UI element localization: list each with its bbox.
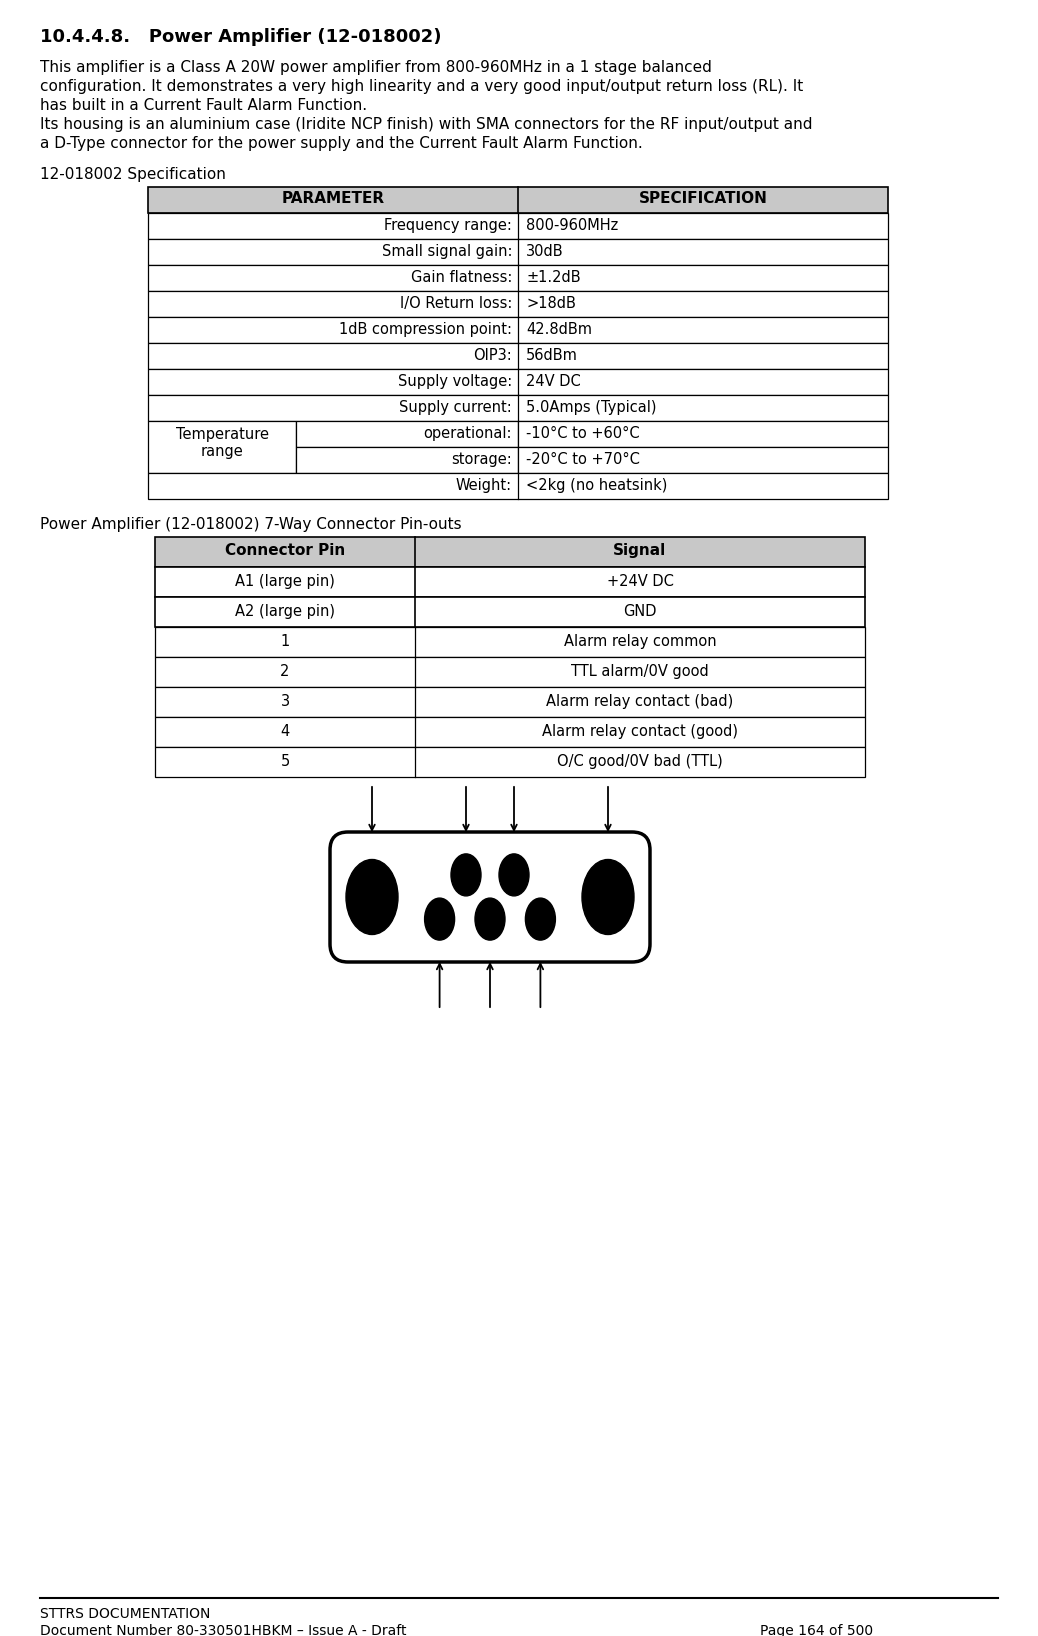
Text: 2: 2 <box>280 664 290 679</box>
Text: <2kg (no heatsink): <2kg (no heatsink) <box>526 478 667 492</box>
Text: Page 164 of 500: Page 164 of 500 <box>760 1625 873 1636</box>
Bar <box>148 187 887 213</box>
Text: 5.0Amps (Typical): 5.0Amps (Typical) <box>526 399 656 416</box>
Bar <box>148 420 296 473</box>
Text: 5: 5 <box>280 754 290 769</box>
Bar <box>155 597 865 627</box>
Text: Alarm relay common: Alarm relay common <box>564 635 716 649</box>
Ellipse shape <box>475 898 506 941</box>
Text: Temperature
range: Temperature range <box>175 427 269 460</box>
Text: -10°C to +60°C: -10°C to +60°C <box>526 425 639 442</box>
Ellipse shape <box>425 898 455 941</box>
Text: 800-960MHz: 800-960MHz <box>526 218 619 232</box>
Text: Power Amplifier (12-018002) 7-Way Connector Pin-outs: Power Amplifier (12-018002) 7-Way Connec… <box>40 517 462 532</box>
Text: Frequency range:: Frequency range: <box>384 218 512 232</box>
Text: I/O Return loss:: I/O Return loss: <box>400 296 512 311</box>
Text: SPECIFICATION: SPECIFICATION <box>638 191 767 206</box>
Text: GND: GND <box>623 604 657 618</box>
Text: Alarm relay contact (bad): Alarm relay contact (bad) <box>546 694 734 708</box>
Bar <box>155 687 865 717</box>
Ellipse shape <box>346 859 398 934</box>
Bar <box>155 658 865 687</box>
FancyBboxPatch shape <box>330 833 650 962</box>
Bar <box>148 344 887 370</box>
Text: This amplifier is a Class A 20W power amplifier from 800-960MHz in a 1 stage bal: This amplifier is a Class A 20W power am… <box>40 61 712 75</box>
Text: ±1.2dB: ±1.2dB <box>526 270 580 285</box>
Text: -20°C to +70°C: -20°C to +70°C <box>526 452 639 466</box>
Bar <box>518 420 887 447</box>
Text: Connector Pin: Connector Pin <box>225 543 345 558</box>
Bar <box>148 213 887 239</box>
Text: A1 (large pin): A1 (large pin) <box>235 574 335 589</box>
Bar <box>148 394 887 420</box>
Text: STTRS DOCUMENTATION: STTRS DOCUMENTATION <box>40 1607 211 1621</box>
Bar <box>296 447 518 473</box>
Bar <box>518 447 887 473</box>
Text: Gain flatness:: Gain flatness: <box>411 270 512 285</box>
Text: operational:: operational: <box>424 425 512 442</box>
Text: >18dB: >18dB <box>526 296 576 311</box>
Text: PARAMETER: PARAMETER <box>281 191 384 206</box>
Text: Its housing is an aluminium case (Iridite NCP finish) with SMA connectors for th: Its housing is an aluminium case (Iridit… <box>40 118 813 133</box>
Text: 30dB: 30dB <box>526 244 564 258</box>
Bar <box>296 420 518 447</box>
Bar <box>148 265 887 291</box>
Text: 24V DC: 24V DC <box>526 375 580 389</box>
Bar <box>155 537 865 568</box>
Text: Supply current:: Supply current: <box>400 399 512 416</box>
Text: Signal: Signal <box>613 543 666 558</box>
Bar <box>155 627 865 658</box>
Text: TTL alarm/0V good: TTL alarm/0V good <box>571 664 709 679</box>
Ellipse shape <box>525 898 555 941</box>
Bar <box>155 748 865 777</box>
Text: 10.4.4.8.   Power Amplifier (12-018002): 10.4.4.8. Power Amplifier (12-018002) <box>40 28 441 46</box>
Text: Document Number 80-330501HBKM – Issue A - Draft: Document Number 80-330501HBKM – Issue A … <box>40 1625 407 1636</box>
Text: +24V DC: +24V DC <box>606 574 674 589</box>
Text: 1: 1 <box>280 635 290 649</box>
Text: 12-018002 Specification: 12-018002 Specification <box>40 167 226 182</box>
Text: 4: 4 <box>280 725 290 739</box>
Text: 3: 3 <box>280 694 290 708</box>
Text: 56dBm: 56dBm <box>526 348 578 363</box>
Ellipse shape <box>499 854 529 897</box>
Bar <box>155 568 865 597</box>
Text: A2 (large pin): A2 (large pin) <box>235 604 335 618</box>
Text: 1dB compression point:: 1dB compression point: <box>339 322 512 337</box>
Bar <box>148 370 887 394</box>
Text: storage:: storage: <box>452 452 512 466</box>
Bar <box>148 291 887 317</box>
Text: configuration. It demonstrates a very high linearity and a very good input/outpu: configuration. It demonstrates a very hi… <box>40 79 803 93</box>
Text: a D-Type connector for the power supply and the Current Fault Alarm Function.: a D-Type connector for the power supply … <box>40 136 643 151</box>
Bar <box>155 717 865 748</box>
Text: has built in a Current Fault Alarm Function.: has built in a Current Fault Alarm Funct… <box>40 98 367 113</box>
Ellipse shape <box>450 854 481 897</box>
Text: 42.8dBm: 42.8dBm <box>526 322 592 337</box>
Ellipse shape <box>582 859 634 934</box>
Bar <box>148 473 887 499</box>
Text: Small signal gain:: Small signal gain: <box>382 244 512 258</box>
Text: Alarm relay contact (good): Alarm relay contact (good) <box>542 725 738 739</box>
Text: Weight:: Weight: <box>456 478 512 492</box>
Bar <box>148 239 887 265</box>
Bar <box>148 317 887 344</box>
Text: O/C good/0V bad (TTL): O/C good/0V bad (TTL) <box>557 754 722 769</box>
Text: Supply voltage:: Supply voltage: <box>398 375 512 389</box>
Text: OIP3:: OIP3: <box>473 348 512 363</box>
